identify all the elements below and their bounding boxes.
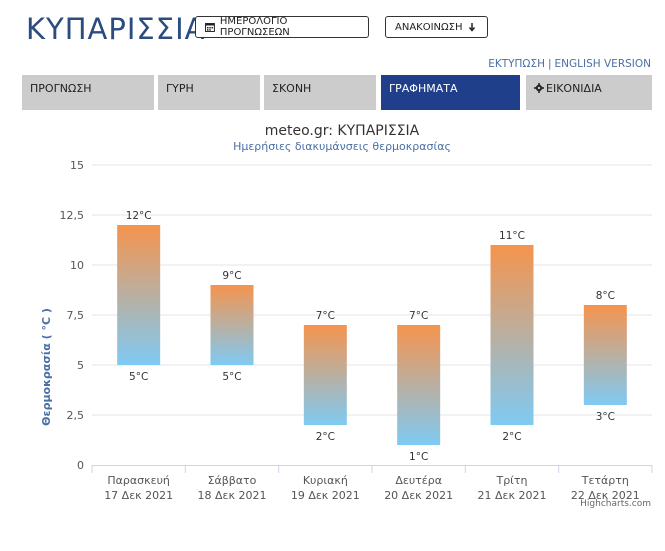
y-axis-ticks: 0 2,5 5 7,5 10 12,5 15	[60, 159, 85, 472]
tab-forecast[interactable]: ΠΡΟΓΝΩΣΗ	[22, 75, 154, 110]
x-tick-date-label: 20 Δεκ 2021	[384, 489, 453, 502]
x-tick-day-label: Σάββατο	[208, 474, 257, 487]
data-labels: 12°C 5°C 9°C 5°C 7°C 2°C 7°C 1°C 11°C 2°C 8°C 3°C	[126, 210, 615, 463]
tab-forecast-label: ΠΡΟΓΝΩΣΗ	[30, 82, 92, 95]
min-temp-label: 3°C	[596, 411, 615, 423]
max-temp-label: 7°C	[316, 310, 335, 322]
max-temp-label: 11°C	[499, 230, 525, 242]
y-tick-label: 2,5	[67, 409, 85, 422]
tab-icons-label: ΕΙΚΟΝΙΔΙΑ	[546, 82, 602, 95]
calendar-button-label: ΗΜΕΡΟΛΟΓΙΟ ΠΡΟΓΝΩΣΕΩΝ	[219, 16, 290, 38]
x-tick-day-label: Τρίτη	[495, 474, 527, 487]
tab-icons[interactable]: ΕΙΚΟΝΙΔΙΑ	[526, 75, 652, 110]
chart-title: meteo.gr: ΚΥΠΑΡΙΣΣΙΑ	[265, 123, 420, 139]
max-temp-label: 9°C	[222, 270, 241, 282]
temperature-bar[interactable]	[210, 285, 254, 365]
x-tick-date-label: 18 Δεκ 2021	[198, 489, 267, 502]
print-link[interactable]: ΕΚΤΥΠΩΣΗ	[488, 58, 545, 70]
tab-charts[interactable]: ΓΡΑΦΗΜΑΤΑ	[381, 75, 520, 110]
calendar-icon	[205, 23, 215, 32]
y-tick-label: 5	[77, 359, 84, 372]
y-tick-label: 7,5	[67, 309, 85, 322]
english-version-link[interactable]: ENGLISH VERSION	[554, 58, 651, 70]
min-temp-label: 5°C	[222, 371, 241, 383]
x-tick-day-label: Κυριακή	[303, 474, 348, 487]
min-temp-label: 5°C	[129, 371, 148, 383]
x-axis: Παρασκευή 17 Δεκ 2021 Σάββατο 18 Δεκ 2021 Κυ…	[91, 465, 653, 502]
y-tick-label: 12,5	[60, 209, 85, 222]
max-temp-label: 8°C	[596, 290, 615, 302]
bars	[117, 225, 627, 445]
temperature-bar[interactable]	[117, 225, 161, 365]
link-separator: |	[547, 58, 552, 70]
tab-bar: ΠΡΟΓΝΩΣΗ ΓΥΡΗ ΣΚΟΝΗ ΓΡΑΦΗΜΑΤΑ ΕΙΚΟΝΙΔΙΑ	[22, 75, 652, 110]
x-tick-date-label: 19 Δεκ 2021	[291, 489, 360, 502]
grid-lines	[92, 164, 652, 416]
max-temp-label: 7°C	[409, 310, 428, 322]
x-tick-date-label: 22 Δεκ 2021	[571, 489, 640, 502]
tab-pollen[interactable]: ΓΥΡΗ	[158, 75, 260, 110]
gear-icon	[534, 83, 544, 93]
announcement-button-label: ΑΝΑΚΟΙΝΩΣΗ	[395, 21, 463, 33]
tab-dust[interactable]: ΣΚΟΝΗ	[264, 75, 376, 110]
temperature-bar[interactable]	[490, 245, 534, 425]
y-tick-label: 0	[77, 459, 84, 472]
y-axis-title: Θερμοκρασία ( °C )	[40, 308, 53, 426]
min-temp-label: 2°C	[502, 431, 521, 443]
temperature-chart: meteo.gr: ΚΥΠΑΡΙΣΣΙΑ Ημερήσιες διακυμάνσ…	[40, 123, 653, 509]
page-title: ΚΥΠΑΡΙΣΣΙΑ	[26, 12, 206, 46]
x-tick-day-label: Δευτέρα	[395, 474, 442, 487]
header-links: ΕΚΤΥΠΩΣΗ | ENGLISH VERSION	[488, 58, 651, 70]
tab-pollen-label: ΓΥΡΗ	[166, 82, 194, 95]
y-tick-label: 10	[70, 259, 84, 272]
x-tick-day-label: Τετάρτη	[581, 474, 629, 487]
calendar-button[interactable]: ΗΜΕΡΟΛΟΓΙΟ ΠΡΟΓΝΩΣΕΩΝ	[195, 16, 369, 38]
min-temp-label: 1°C	[409, 451, 428, 463]
max-temp-label: 12°C	[126, 210, 152, 222]
arrow-down-icon	[468, 23, 475, 32]
x-tick-date-label: 21 Δεκ 2021	[478, 489, 547, 502]
temperature-bar[interactable]	[397, 325, 441, 445]
temperature-bar[interactable]	[303, 325, 347, 425]
temperature-bar[interactable]	[583, 305, 627, 405]
x-tick-day-label: Παρασκευή	[107, 474, 170, 487]
min-temp-label: 2°C	[316, 431, 335, 443]
y-tick-label: 15	[70, 159, 84, 172]
chart-credits[interactable]: Highcharts.com	[580, 499, 651, 509]
chart-subtitle: Ημερήσιες διακυμάνσεις θερμοκρασίας	[233, 140, 451, 153]
x-tick-date-label: 17 Δεκ 2021	[104, 489, 173, 502]
tab-dust-label: ΣΚΟΝΗ	[272, 82, 312, 95]
announcement-button[interactable]: ΑΝΑΚΟΙΝΩΣΗ	[385, 16, 488, 38]
tab-charts-label: ΓΡΑΦΗΜΑΤΑ	[389, 82, 458, 95]
